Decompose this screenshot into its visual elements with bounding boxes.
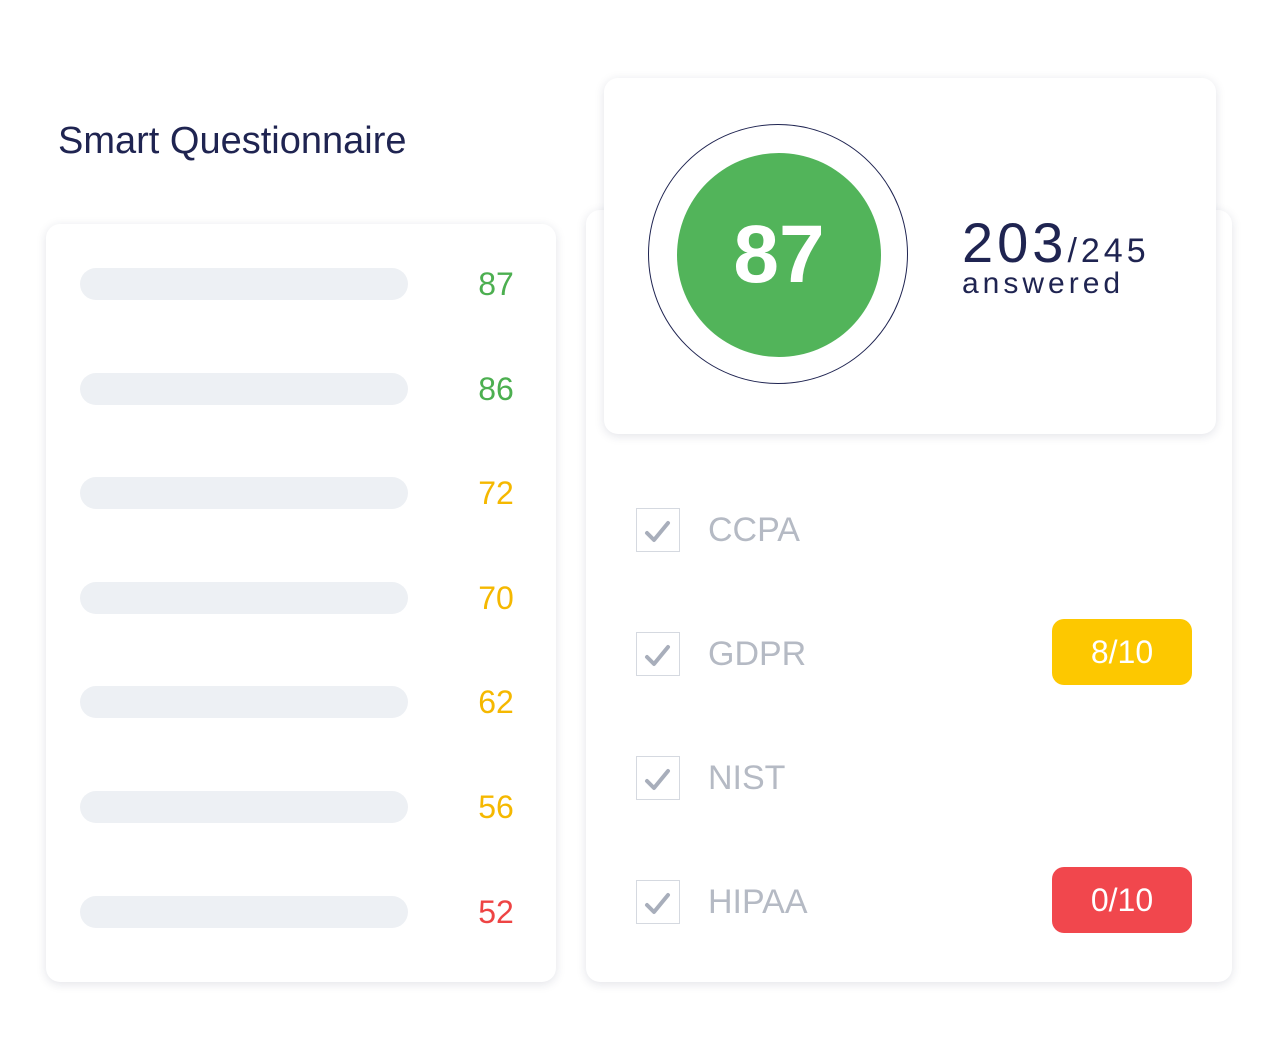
placeholder-bar	[80, 581, 408, 614]
checkbox[interactable]	[636, 880, 680, 924]
placeholder-bar	[80, 268, 408, 300]
framework-name: NIST	[708, 759, 786, 797]
answered-total: /245	[1067, 232, 1150, 270]
page-title: Smart Questionnaire	[58, 120, 407, 162]
check-mark	[645, 521, 670, 542]
check-mark	[645, 893, 670, 914]
answered-number: 203	[962, 211, 1068, 274]
score-value: 62	[478, 684, 514, 721]
answered-count: 203/245 answered	[962, 210, 1150, 309]
score-value: 87	[478, 266, 514, 302]
checkbox[interactable]	[636, 508, 680, 552]
placeholder-bar	[80, 477, 408, 510]
check-stroke	[645, 769, 670, 790]
check-stroke	[645, 521, 670, 542]
score-list-card: 87 86 72 70 62 56 52	[46, 224, 556, 982]
score-value: 86	[478, 370, 514, 407]
check-mark	[645, 769, 670, 790]
placeholder-bar	[80, 686, 408, 719]
summary-card: 87 203/245 answered	[604, 78, 1216, 434]
score-value: 52	[478, 893, 514, 930]
check-mark	[645, 645, 670, 666]
framework-name: GDPR	[708, 635, 807, 673]
answered-label: answered	[962, 267, 1125, 300]
check-stroke	[645, 645, 670, 666]
framework-name: CCPA	[708, 511, 800, 549]
score-value: 70	[478, 579, 514, 616]
overall-score: 87	[677, 153, 881, 357]
framework-badge: 8/10	[1052, 619, 1192, 685]
check-stroke	[645, 893, 670, 914]
placeholder-bar	[80, 372, 408, 405]
placeholder-bar	[80, 895, 408, 928]
score-ring: 87	[648, 124, 908, 384]
score-value: 56	[478, 789, 514, 825]
checkbox[interactable]	[636, 756, 680, 800]
framework-badge: 0/10	[1052, 867, 1192, 933]
framework-name: HIPAA	[708, 883, 808, 921]
score-value: 72	[478, 475, 514, 512]
checkbox[interactable]	[636, 632, 680, 676]
placeholder-bar	[80, 791, 408, 823]
